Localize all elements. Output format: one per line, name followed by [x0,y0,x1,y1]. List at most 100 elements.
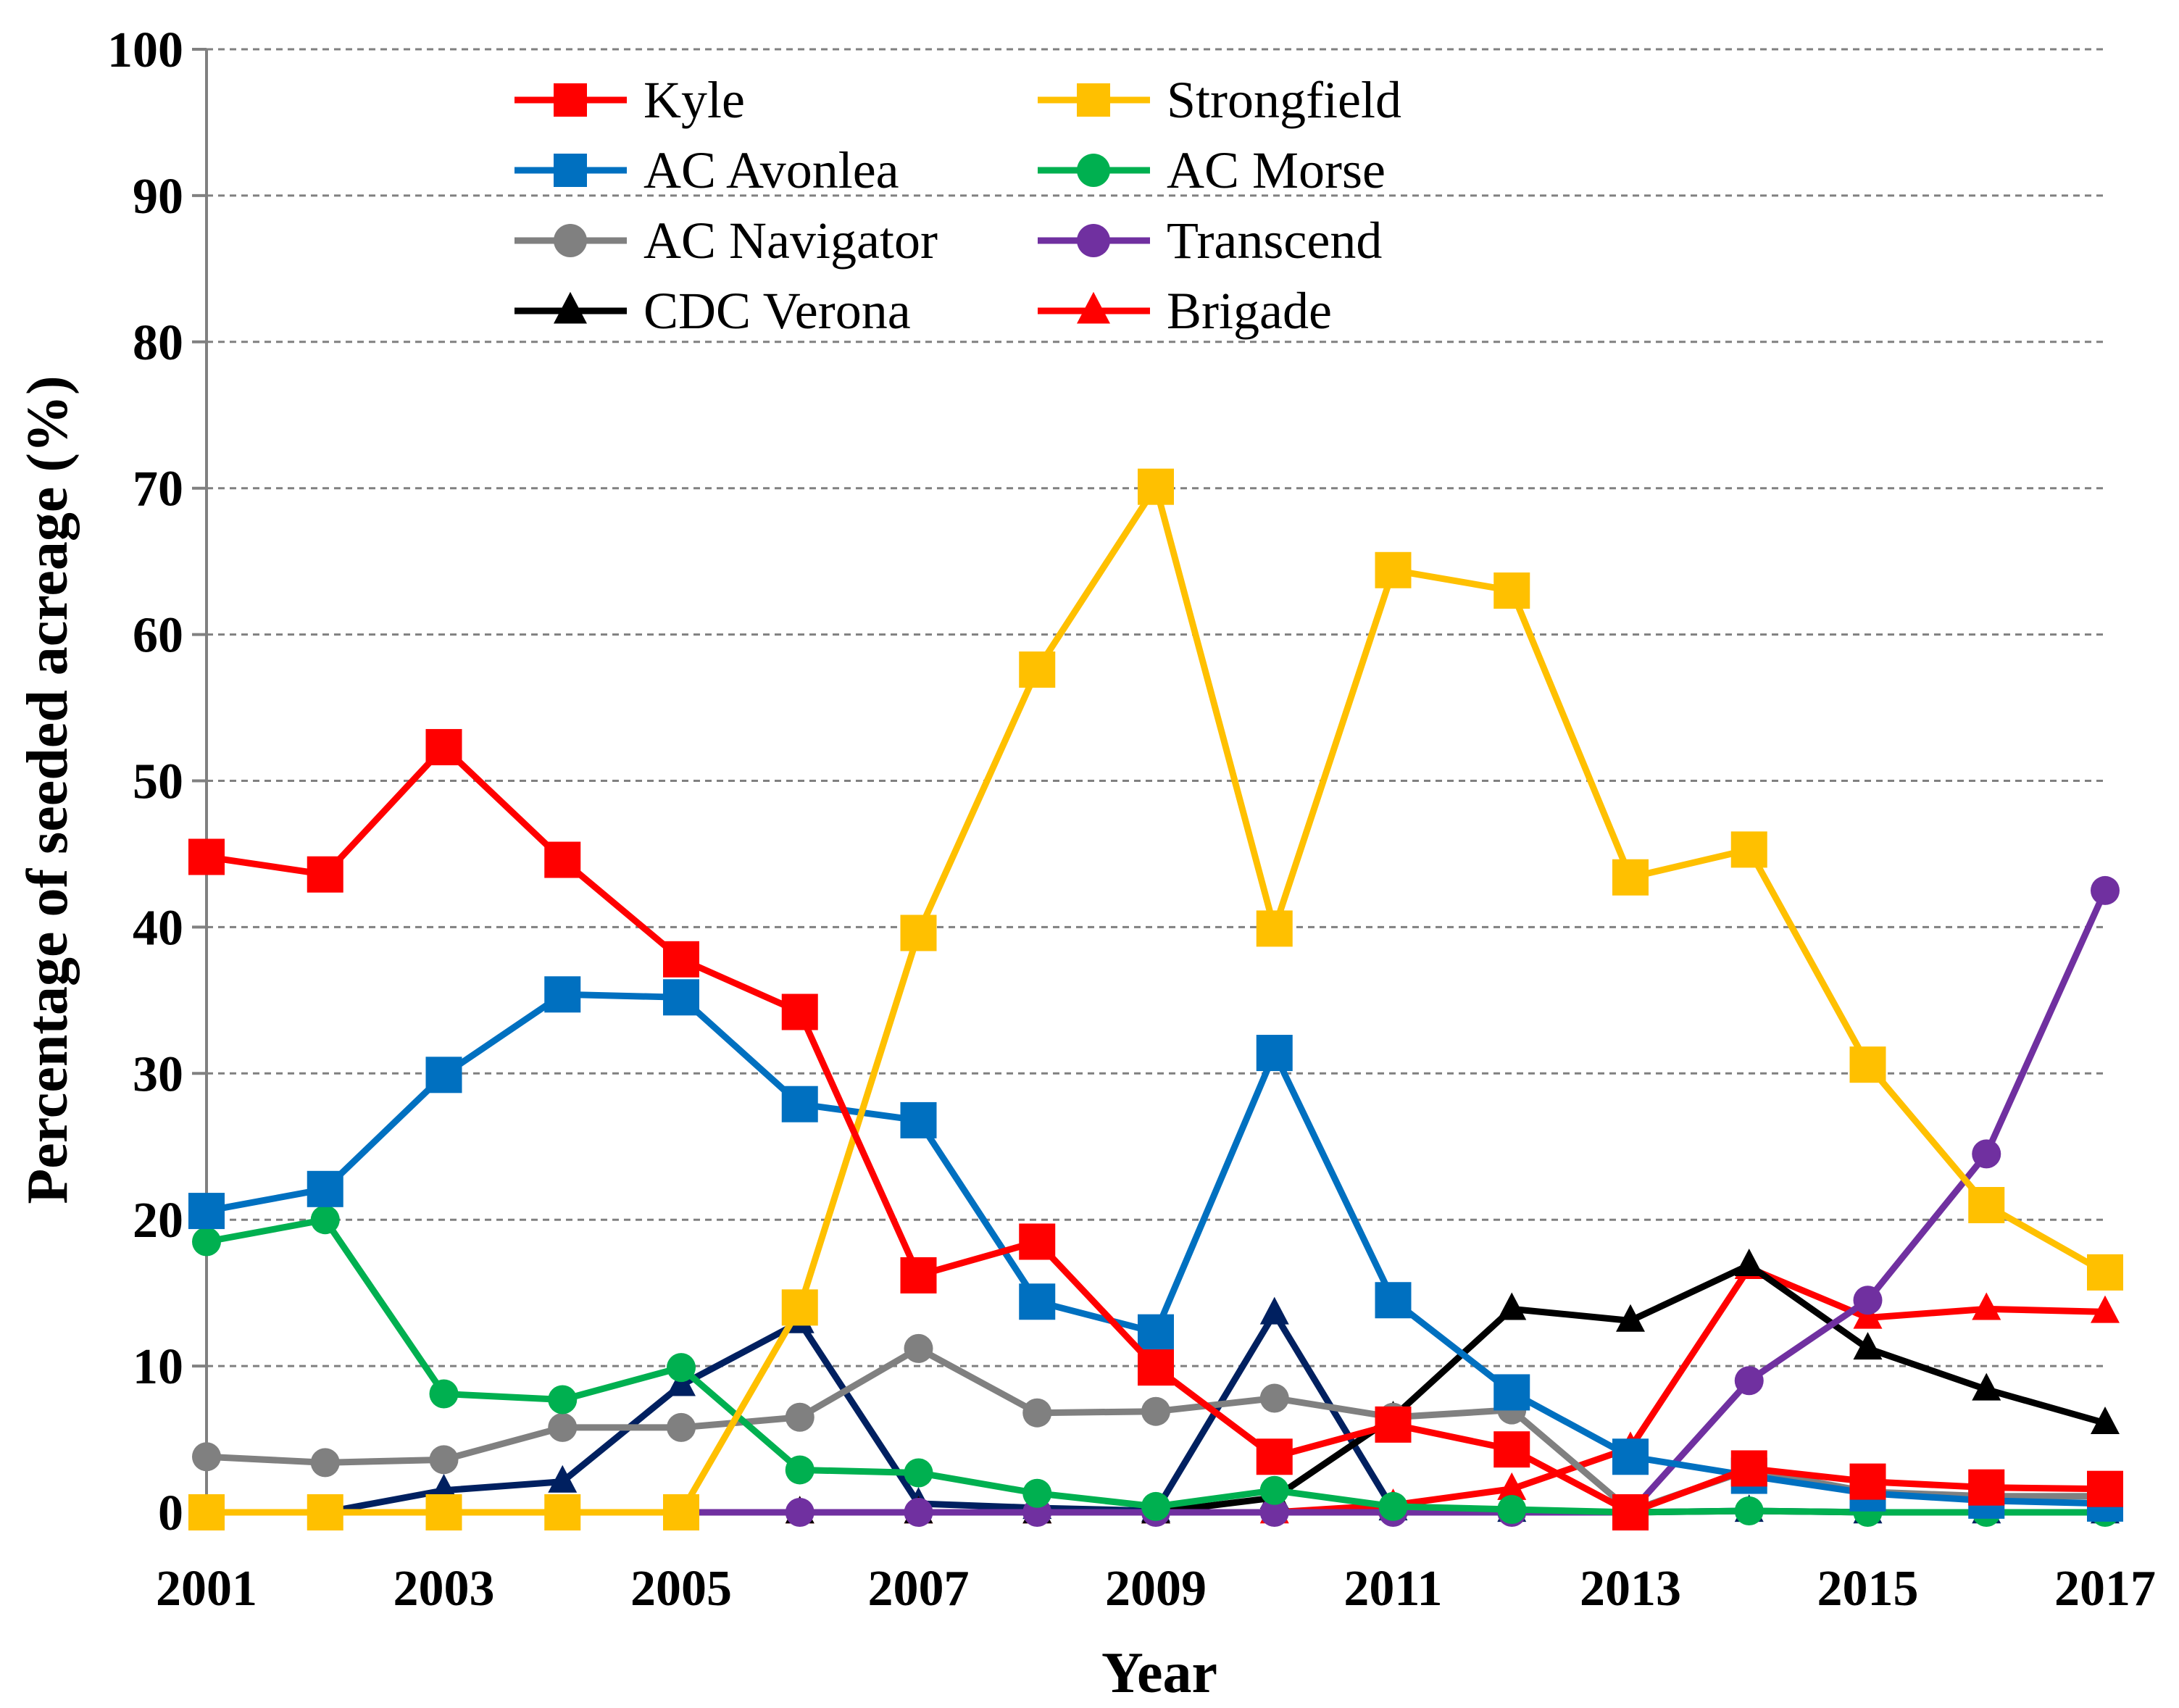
data-point [785,1402,814,1432]
legend-label: Strongfield [1167,71,1401,129]
data-point [1378,1491,1408,1521]
x-tick-label: 2001 [156,1561,257,1617]
data-point [1853,1301,1883,1329]
data-point [307,1494,343,1530]
data-point [544,841,581,878]
series-kyle [188,729,2123,1530]
data-point [663,941,699,978]
data-point [1259,1296,1289,1325]
legend-marker [554,224,587,257]
data-point [1256,1438,1293,1475]
data-point [1141,1491,1170,1521]
legend-marker [1077,154,1110,187]
data-point [785,1498,814,1527]
data-point [2087,1470,2123,1507]
data-point [1968,1187,2005,1224]
y-tick-labels: 0 10 20 30 40 50 60 70 80 90 100 [107,22,183,1541]
data-point [781,993,818,1030]
y-tick-label: 10 [133,1339,183,1395]
data-point [192,1442,221,1472]
x-tick-label: 2005 [630,1561,732,1617]
x-tick-label: 2013 [1580,1561,1681,1617]
data-point [1972,1372,2001,1401]
data-point [429,1445,459,1475]
data-point [2091,875,2120,905]
data-point [2087,1254,2123,1291]
grid-lines [192,48,2105,1514]
y-tick-label: 90 [133,169,183,225]
data-point [310,1448,340,1478]
legend-item-kyle: Kyle [514,71,745,129]
data-point [1138,1314,1174,1351]
data-point [1972,1292,2001,1320]
data-point [781,1086,818,1122]
data-point [663,979,699,1016]
legend-marker [1077,291,1110,324]
data-point [900,915,937,951]
legend-label: Brigade [1167,282,1332,340]
series-line [206,991,2106,1507]
data-point [544,976,581,1013]
y-tick-label: 40 [133,900,183,956]
data-point [667,1368,696,1396]
data-point [1138,1349,1174,1386]
data-point [667,1353,696,1383]
series-transcend [192,875,2120,1527]
data-point [1259,1383,1289,1413]
data-point [1497,1292,1527,1320]
series-strongfield [188,468,2123,1530]
data-point [1853,1332,1883,1360]
data-point [1853,1286,1883,1315]
data-point [1493,572,1530,609]
data-point [1497,1494,1527,1524]
legend-item-ac-morse: AC Morse [1038,141,1386,199]
data-point [310,1205,340,1235]
data-point [188,1193,225,1230]
legend-label: AC Morse [1167,141,1386,199]
y-tick-label: 20 [133,1193,183,1249]
data-point [900,1101,937,1138]
data-point [1849,1463,1886,1500]
legend-item-cdc-verona: CDC Verona [514,282,911,340]
data-point [1612,1494,1649,1530]
legend-label: CDC Verona [643,282,911,340]
y-tick-label: 60 [133,608,183,664]
data-point [663,1494,699,1530]
legend-label: AC Avonlea [643,141,899,199]
data-point [192,1227,221,1257]
data-point [1019,1223,1056,1260]
legend-item-ac-navigator: AC Navigator [514,212,938,270]
data-point [1612,859,1649,896]
data-point [1849,1046,1886,1083]
legend-label: AC Navigator [643,212,938,270]
data-point [2091,1295,2120,1323]
data-point [429,1379,459,1409]
data-point [1493,1374,1530,1411]
legend-marker [554,154,587,187]
y-tick-label: 0 [158,1486,183,1541]
data-point [1022,1478,1052,1508]
data-point [1259,1498,1289,1527]
data-point [1259,1475,1289,1505]
data-point [781,1289,818,1326]
data-point [1256,910,1293,947]
data-point [1612,1438,1649,1475]
data-point [904,1498,933,1527]
y-axis-title: Percentage of seeded acreage (%) [16,375,80,1204]
legend: Kyle Strongfield AC Avonlea AC Morse AC Navi… [514,71,1401,340]
data-point [548,1465,578,1493]
legend-label: Kyle [643,71,745,129]
legend-item-transcend: Transcend [1038,212,1382,270]
data-point [1493,1431,1530,1468]
x-tick-labels: 2001 2003 2005 2007 2009 2011 2013 2015 2017 [156,1561,2156,1617]
x-axis-title: Year [1101,1641,1217,1705]
legend-marker [554,83,587,117]
data-point [544,1494,581,1530]
series-ac-avonlea [188,976,2123,1522]
y-tick-label: 50 [133,754,183,810]
y-tick-label: 30 [133,1046,183,1102]
data-point [1138,468,1174,505]
x-tick-label: 2017 [2054,1561,2156,1617]
data-point [1141,1396,1170,1426]
data-point [785,1455,814,1485]
